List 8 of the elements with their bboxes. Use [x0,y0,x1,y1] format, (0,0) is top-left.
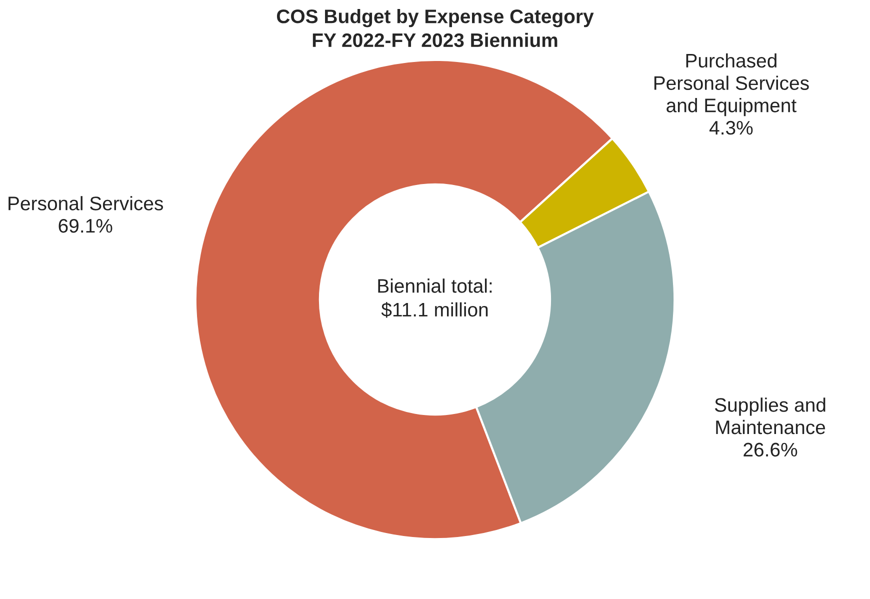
slice-label: Supplies and Maintenance [714,398,826,434]
data-label: 4.3% [709,120,753,135]
chart-title: COS Budget by Expense Category FY 2022-FY 2023 Biennium [276,8,594,48]
data-label: 26.6% [744,442,798,457]
slice-label: Purchased Personal Services and Equipment [654,53,809,116]
data-label: 69.1% [58,218,112,233]
slice-label: Personal Services [8,196,164,210]
text: Biennial total: $11.1 million [378,278,492,318]
